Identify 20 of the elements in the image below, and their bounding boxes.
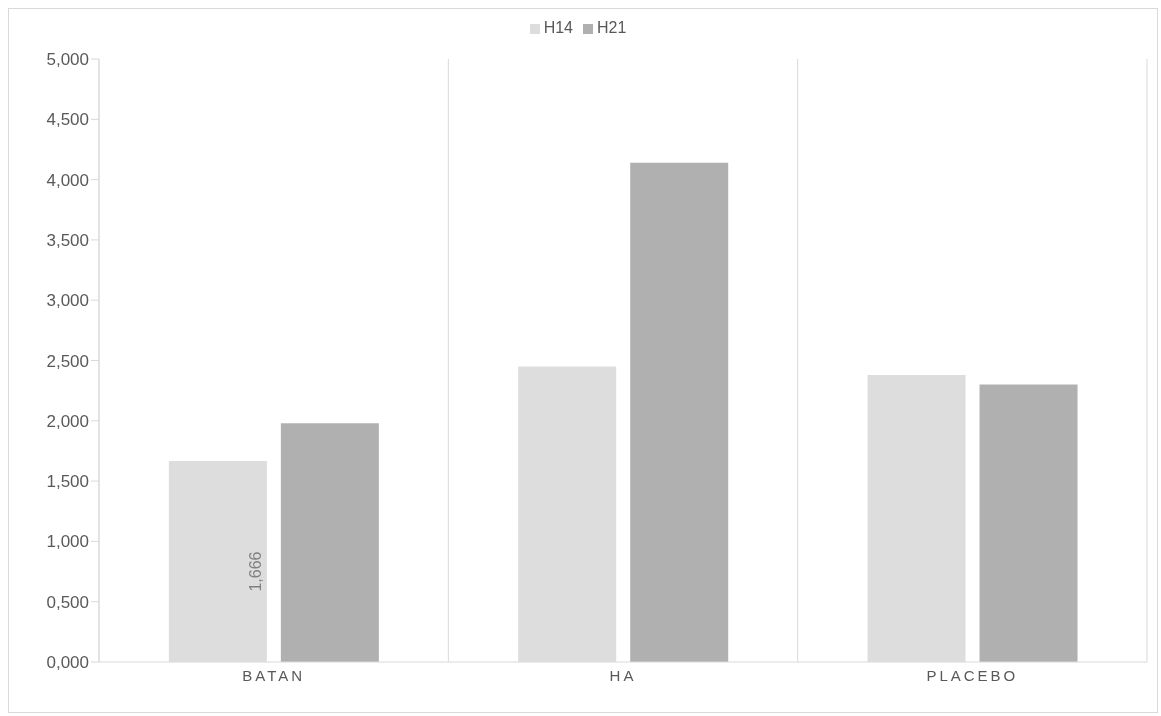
- y-tick-label: 1,500: [46, 472, 89, 492]
- legend-label: H14: [543, 19, 573, 36]
- y-tick-label: 3,000: [46, 291, 89, 311]
- bar: [630, 162, 729, 662]
- y-tick-label: 0,500: [46, 592, 89, 612]
- y-tick-label: 5,000: [46, 50, 89, 70]
- x-tick-label: HA: [609, 666, 637, 684]
- x-tick-label: BATAN: [242, 666, 306, 684]
- y-tick-label: 4,000: [46, 170, 89, 190]
- bar: [280, 423, 379, 662]
- y-tick-label: 4,500: [46, 110, 89, 130]
- y-tick-label: 1,000: [46, 532, 89, 552]
- y-tick-label: 2,500: [46, 351, 89, 371]
- x-tick-label: PLACEBO: [926, 666, 1019, 684]
- y-tick-label: 3,500: [46, 230, 89, 250]
- data-label: 1,666: [246, 551, 264, 592]
- y-tick-label: 2,000: [46, 411, 89, 431]
- y-tick-label: 0,000: [46, 653, 89, 673]
- legend-label: H21: [597, 19, 627, 36]
- bar: [979, 384, 1078, 662]
